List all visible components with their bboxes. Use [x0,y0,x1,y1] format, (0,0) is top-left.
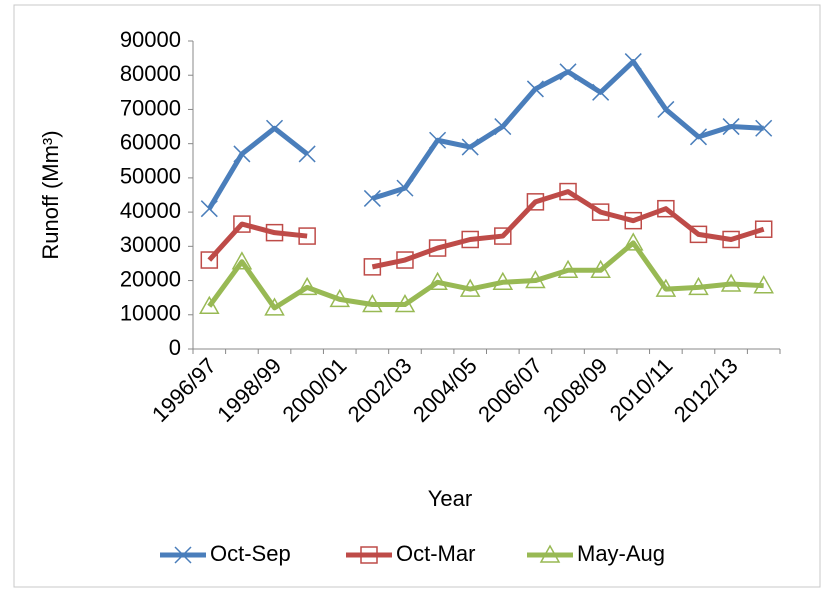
marker [689,128,708,146]
marker [494,227,512,245]
y-axis-label: Runoff (Mm³) [38,130,63,259]
marker [657,100,675,118]
marker [720,273,742,292]
legend-label: Oct-Sep [210,541,291,566]
marker [199,295,220,314]
y-tick-label: 60000 [120,129,181,154]
marker [592,83,610,101]
marker [559,63,577,81]
marker [754,220,773,238]
x-axis-label: Year [428,486,472,511]
marker [526,193,545,211]
marker [539,544,561,563]
marker [265,223,284,242]
marker [233,145,251,163]
marker [689,225,708,244]
marker [655,278,677,297]
marker [329,288,351,308]
marker [526,80,544,98]
marker [494,118,512,136]
marker [200,200,218,218]
marker [559,182,577,201]
marker [265,119,284,137]
marker [492,271,514,291]
legend-label: Oct-Mar [396,541,475,566]
marker [624,53,642,71]
marker [427,271,448,291]
marker [657,199,675,218]
y-tick-label: 30000 [120,232,181,257]
marker [360,546,378,564]
y-tick-label: 90000 [120,27,181,52]
marker [394,293,416,313]
marker [396,251,414,269]
marker [363,258,382,276]
marker [722,230,740,249]
y-tick-label: 40000 [120,198,181,223]
series-line [207,189,765,270]
marker [428,239,447,257]
marker [298,227,316,245]
marker [624,211,642,230]
y-tick-label: 20000 [120,266,181,291]
y-tick-label: 0 [169,335,181,360]
marker [233,215,251,233]
marker [200,251,219,269]
legend-label: May-Aug [577,541,665,566]
marker [298,145,316,163]
marker [363,189,381,207]
marker [557,259,579,279]
marker [755,119,773,137]
marker [231,251,253,270]
marker [622,232,644,251]
marker [362,293,383,313]
marker [722,118,740,136]
marker [461,230,479,249]
marker [459,278,481,297]
marker [591,203,610,221]
marker [688,276,709,296]
marker [264,297,285,316]
marker [753,275,774,294]
marker [174,546,192,564]
marker [461,138,479,156]
y-tick-label: 10000 [120,301,181,326]
y-tick-label: 80000 [120,61,181,86]
marker [429,131,447,149]
marker [525,270,546,289]
marker [396,179,414,197]
y-tick-label: 50000 [120,164,181,189]
marker [590,259,611,279]
marker [296,276,318,296]
y-tick-label: 70000 [120,95,181,120]
